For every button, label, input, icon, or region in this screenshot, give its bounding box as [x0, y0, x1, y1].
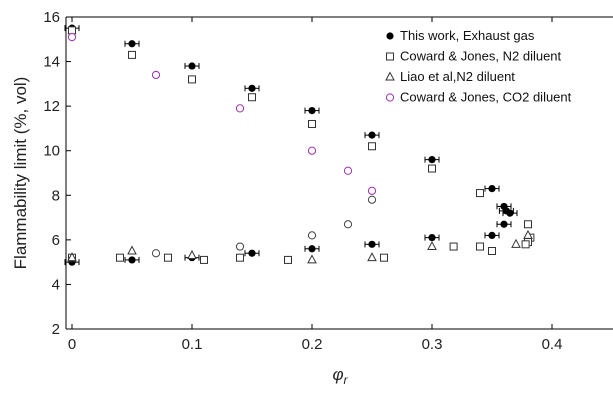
- data-point: [304, 245, 320, 253]
- x-axis-title: φr: [332, 365, 348, 387]
- data-point: [164, 253, 172, 262]
- y-tick-label: 4: [52, 276, 60, 293]
- y-tick-label: 2: [52, 321, 60, 338]
- data-point: [235, 242, 245, 251]
- x-tick-label: 0.1: [182, 336, 203, 353]
- data-point: [124, 40, 140, 48]
- data-point: [67, 252, 77, 262]
- data-point: [128, 50, 136, 59]
- data-point: [484, 231, 500, 239]
- data-point: [151, 249, 161, 258]
- data-point: [449, 242, 458, 251]
- data-point: [502, 209, 518, 217]
- y-axis-title: Flammability limit (%, vol): [11, 77, 30, 270]
- data-point: [476, 189, 484, 198]
- data-point: [364, 240, 380, 248]
- legend-label: Coward & Jones, N2 diluent: [400, 49, 562, 64]
- data-point: [184, 62, 200, 70]
- legend-label: Coward & Jones, CO2 diluent: [400, 90, 572, 105]
- data-point: [496, 220, 512, 228]
- data-point: [151, 70, 161, 80]
- point-dot: [248, 249, 256, 257]
- point-dot: [368, 131, 376, 139]
- data-point: [307, 231, 317, 240]
- series-0: [64, 24, 518, 266]
- point-dot: [128, 256, 136, 264]
- x-tick-label: 0.2: [302, 336, 323, 353]
- legend-label: Liao et al,N2 diluent: [400, 69, 515, 84]
- data-point: [304, 107, 320, 115]
- x-tick-label: 0.4: [542, 336, 563, 353]
- series-3: [67, 32, 377, 195]
- data-point: [187, 249, 197, 259]
- data-point: [248, 93, 256, 102]
- data-point: [367, 186, 377, 195]
- data-point: [307, 146, 317, 155]
- data-points: [64, 24, 535, 266]
- data-point: [380, 253, 388, 262]
- data-point: [124, 256, 140, 264]
- data-point: [524, 220, 532, 229]
- data-point: [424, 156, 440, 164]
- data-point: [67, 32, 77, 42]
- y-tick-label: 10: [43, 143, 60, 160]
- data-point: [116, 253, 124, 262]
- data-point: [127, 245, 137, 255]
- point-dot: [488, 231, 496, 239]
- data-point: [511, 238, 521, 248]
- data-point: [235, 104, 245, 113]
- axes: 2 4 6 8 10 12 14 16 0 0.1 0.2 0.3 0.4 Flammability li…: [11, 9, 613, 387]
- legend-marker: [385, 71, 395, 81]
- point-dot: [308, 245, 316, 253]
- point-dot: [506, 209, 514, 217]
- data-point: [244, 249, 260, 257]
- legend-marker: [385, 93, 395, 102]
- data-point: [367, 195, 377, 204]
- data-point: [476, 242, 484, 251]
- data-point: [284, 255, 292, 264]
- data-point: [427, 240, 437, 251]
- data-point: [188, 75, 196, 84]
- data-point: [236, 253, 244, 262]
- x-tick-label: 0: [68, 336, 76, 353]
- point-dot: [428, 234, 436, 242]
- data-point: [484, 185, 500, 193]
- y-tick-label: 8: [52, 187, 60, 204]
- data-point: [523, 229, 533, 239]
- data-point: [364, 131, 380, 139]
- y-tick-label: 12: [43, 98, 60, 115]
- data-point: [367, 252, 377, 262]
- point-dot: [500, 220, 508, 228]
- data-point: [343, 166, 353, 175]
- data-point: [488, 247, 496, 255]
- series-2: [67, 229, 533, 264]
- data-point: [244, 84, 260, 92]
- series-4: [151, 195, 377, 258]
- data-point: [521, 240, 530, 249]
- y-tick-label: 16: [43, 9, 60, 26]
- data-point: [308, 119, 316, 128]
- point-dot: [128, 40, 136, 48]
- data-point: [68, 26, 76, 35]
- data-point: [424, 234, 440, 242]
- point-dot: [188, 62, 196, 70]
- legend: This work, Exhaust gas Coward & Jones, N2…: [385, 28, 572, 105]
- data-point: [200, 255, 208, 264]
- y-tick-label: 14: [43, 54, 60, 71]
- y-tick-label: 6: [52, 232, 60, 249]
- data-point: [368, 142, 376, 151]
- data-point: [343, 220, 353, 229]
- point-dot: [428, 156, 436, 164]
- point-dot: [308, 107, 316, 115]
- point-dot: [368, 240, 376, 248]
- data-point: [428, 164, 436, 173]
- point-dot: [488, 185, 496, 193]
- data-point: [307, 254, 317, 264]
- x-tick-label: 0.3: [422, 336, 443, 353]
- legend-marker: [386, 52, 394, 61]
- point-dot: [248, 84, 256, 92]
- legend-marker: [386, 32, 394, 40]
- legend-label: This work, Exhaust gas: [400, 28, 535, 43]
